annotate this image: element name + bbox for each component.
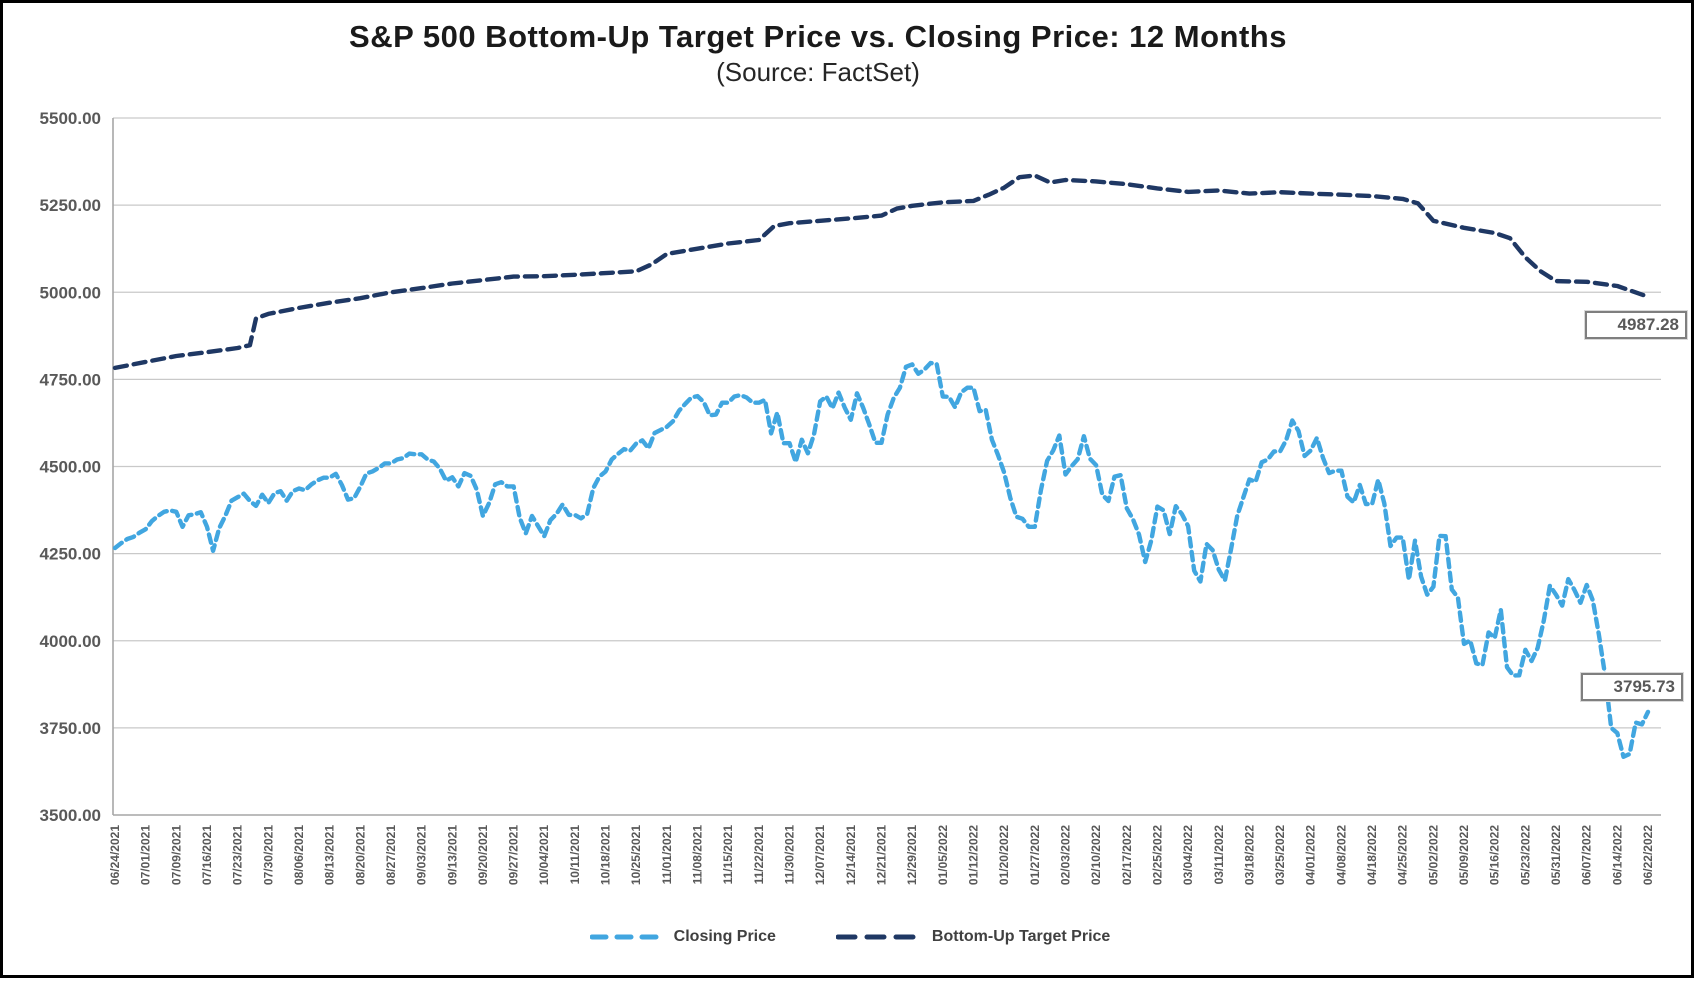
x-tick-label: 01/05/2022 — [936, 825, 950, 885]
x-tick-label: 09/13/2021 — [445, 825, 459, 885]
x-tick-label: 06/22/2022 — [1641, 825, 1655, 885]
x-tick-label: 04/18/2022 — [1365, 825, 1379, 885]
x-tick-label: 06/07/2022 — [1580, 825, 1594, 885]
y-tick-label: 3500.00 — [40, 806, 101, 825]
closing-price-callout-value: 3795.73 — [1613, 677, 1675, 696]
chart-title: S&P 500 Bottom-Up Target Price vs. Closi… — [349, 19, 1287, 54]
x-tick-label: 10/18/2021 — [599, 825, 613, 885]
x-tick-label: 07/30/2021 — [261, 825, 275, 885]
x-tick-label: 12/21/2021 — [875, 825, 889, 885]
x-tick-label: 11/08/2021 — [691, 825, 705, 885]
plot-area: 5500.00 5250.00 5000.00 4750.00 4500.00 4250.… — [40, 109, 1661, 885]
x-tick-label: 09/27/2021 — [507, 825, 521, 885]
x-tick-label: 12/29/2021 — [905, 825, 919, 885]
x-tick-label: 07/01/2021 — [139, 825, 153, 885]
legend-item-target: Bottom-Up Target Price — [835, 928, 1111, 946]
x-tick-label: 10/11/2021 — [568, 825, 582, 885]
legend-label-closing: Closing Price — [673, 928, 776, 945]
x-tick-label: 03/25/2022 — [1273, 825, 1287, 885]
x-tick-label: 03/11/2022 — [1212, 825, 1226, 885]
x-tick-label: 05/16/2022 — [1488, 825, 1502, 885]
x-tick-label: 08/06/2021 — [292, 825, 306, 885]
legend-label-target: Bottom-Up Target Price — [931, 928, 1111, 945]
x-tick-label: 02/03/2022 — [1058, 825, 1072, 885]
y-tick-label: 3750.00 — [40, 719, 101, 738]
closing-price-callout: 3795.73 — [1581, 673, 1683, 701]
y-tick-label: 5500.00 — [40, 109, 101, 128]
chart-subtitle: (Source: FactSet) — [716, 57, 920, 87]
y-tick-label: 4000.00 — [40, 632, 101, 651]
x-tick-label: 03/18/2022 — [1242, 825, 1256, 885]
bottom-up-target-price-line — [112, 173, 1651, 371]
x-tick-label: 09/03/2021 — [415, 825, 429, 885]
x-tick-label: 03/04/2022 — [1181, 825, 1195, 885]
x-tick-label: 01/20/2022 — [997, 825, 1011, 885]
x-tick-label: 02/25/2022 — [1150, 825, 1164, 885]
x-tick-label: 01/27/2022 — [1028, 825, 1042, 885]
x-tick-label: 11/15/2021 — [721, 825, 735, 885]
x-tick-label: 12/14/2021 — [844, 825, 858, 885]
legend-item-closing: Closing Price — [589, 928, 776, 946]
x-tick-label: 04/08/2022 — [1334, 825, 1348, 885]
x-tick-label: 05/09/2022 — [1457, 825, 1471, 885]
x-tick-label: 08/13/2021 — [323, 825, 337, 885]
x-tick-label: 05/31/2022 — [1549, 825, 1563, 885]
legend: Closing Price Bottom-Up Target Price — [3, 928, 1694, 946]
target-price-callout: 4987.28 — [1585, 311, 1687, 339]
x-tick-label: 08/27/2021 — [384, 825, 398, 885]
x-tick-label: 06/14/2022 — [1610, 825, 1624, 885]
x-tick-label: 07/16/2021 — [200, 825, 214, 885]
x-tick-label: 09/20/2021 — [476, 825, 490, 885]
x-tick-label: 11/01/2021 — [660, 825, 674, 885]
x-tick-label: 06/24/2021 — [108, 825, 122, 885]
y-tick-label: 4750.00 — [40, 370, 101, 389]
x-tick-label: 02/10/2022 — [1089, 825, 1103, 885]
closing-price-line — [112, 360, 1651, 759]
x-tick-label: 10/25/2021 — [629, 825, 643, 885]
x-tick-label: 11/22/2021 — [752, 825, 766, 885]
x-tick-label: 04/01/2022 — [1304, 825, 1318, 885]
x-tick-label: 05/23/2022 — [1518, 825, 1532, 885]
x-tick-label: 12/07/2021 — [813, 825, 827, 885]
x-tick-label: 10/04/2021 — [537, 825, 551, 885]
x-tick-label: 07/09/2021 — [169, 825, 183, 885]
closing-price-dash-icon — [589, 934, 662, 940]
x-tick-label: 01/12/2022 — [966, 825, 980, 885]
target-price-callout-value: 4987.28 — [1617, 315, 1679, 334]
y-tick-label: 4500.00 — [40, 458, 101, 477]
x-tick-label: 07/23/2021 — [231, 825, 245, 885]
x-tick-label: 02/17/2022 — [1120, 825, 1134, 885]
x-tick-label: 05/02/2022 — [1426, 825, 1440, 885]
x-tick-label: 04/25/2022 — [1396, 825, 1410, 885]
x-tick-label: 08/20/2021 — [353, 825, 367, 885]
y-tick-label: 4250.00 — [40, 545, 101, 564]
target-price-dash-icon — [835, 934, 920, 940]
y-tick-label: 5000.00 — [40, 283, 101, 302]
x-tick-label: 11/30/2021 — [783, 825, 797, 885]
y-tick-label: 5250.00 — [40, 196, 101, 215]
